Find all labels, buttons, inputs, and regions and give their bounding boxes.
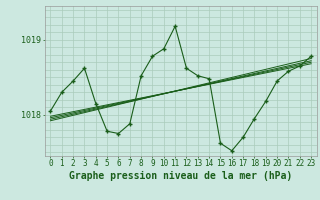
X-axis label: Graphe pression niveau de la mer (hPa): Graphe pression niveau de la mer (hPa) — [69, 171, 292, 181]
